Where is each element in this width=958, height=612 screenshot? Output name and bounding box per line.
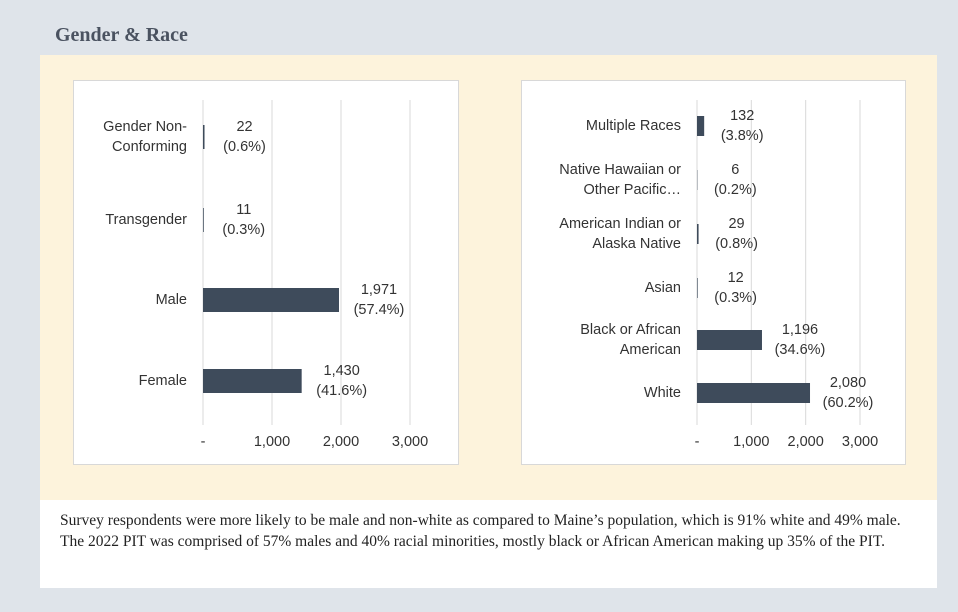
- bar: [697, 330, 762, 350]
- x-tick-label: 3,000: [391, 434, 429, 450]
- x-tick-label: -: [694, 434, 700, 450]
- data-label: 1,430 (41.6%): [316, 363, 368, 399]
- category-label: Male: [155, 292, 187, 308]
- chart-box: [73, 80, 459, 465]
- category-label: American Indian or Alaska Native: [559, 216, 681, 252]
- data-label: 1,196 (34.6%): [774, 322, 826, 358]
- x-tick-label: 1,000: [253, 434, 291, 450]
- data-label: 22 (0.6%): [223, 119, 266, 155]
- x-tick-label: 1,000: [733, 434, 770, 450]
- category-label: Native Hawaiian or Other Pacific…: [559, 162, 681, 198]
- data-label: 1,971 (57.4%): [353, 282, 405, 318]
- data-label: 6 (0.2%): [713, 162, 757, 198]
- bar: [697, 383, 811, 403]
- bar: [203, 288, 339, 312]
- category-label: White: [643, 385, 681, 401]
- bar: [697, 116, 705, 136]
- data-label: 12 (0.3%): [714, 270, 757, 306]
- x-tick-label: 2,000: [322, 434, 360, 450]
- data-label: 11 (0.3%): [222, 202, 266, 238]
- x-tick-label: 2,000: [787, 434, 824, 450]
- category-label: Asian: [644, 280, 681, 296]
- category-label: Multiple Races: [585, 118, 681, 134]
- category-label: Female: [138, 373, 187, 389]
- category-label: Black or African American: [580, 322, 681, 358]
- category-label: Transgender: [105, 212, 187, 228]
- x-tick-label: 3,000: [841, 434, 879, 450]
- bar: [697, 224, 699, 244]
- bar: [697, 278, 698, 298]
- x-tick-label: -: [200, 434, 206, 450]
- data-label: 132 (3.8%): [720, 108, 764, 144]
- bar: [203, 369, 302, 393]
- bar: [203, 125, 205, 149]
- category-label: Gender Non- Conforming: [103, 119, 187, 155]
- data-label: 2,080 (60.2%): [822, 375, 874, 411]
- section-title: Gender & Race: [55, 24, 188, 46]
- footnote: Survey respondents were more likely to b…: [40, 500, 937, 588]
- bar: [203, 208, 204, 232]
- data-label: 29 (0.8%): [715, 216, 758, 252]
